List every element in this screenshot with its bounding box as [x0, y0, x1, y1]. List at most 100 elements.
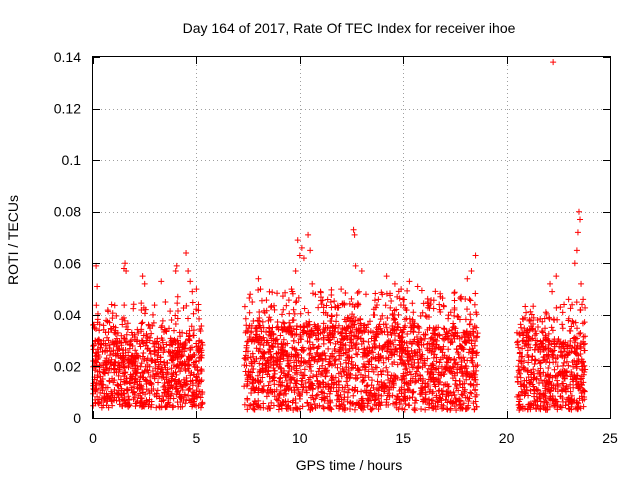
data-point — [559, 325, 566, 332]
data-point — [320, 334, 327, 341]
data-point — [444, 359, 451, 366]
data-point — [94, 316, 101, 323]
data-point — [419, 375, 426, 382]
data-point — [342, 290, 349, 297]
data-point — [267, 405, 274, 412]
data-point — [241, 303, 248, 310]
data-point — [393, 399, 400, 406]
data-point — [432, 366, 439, 373]
data-point — [581, 362, 588, 369]
data-point — [266, 378, 273, 385]
data-point — [122, 378, 129, 385]
data-point — [108, 388, 115, 395]
data-point — [519, 345, 526, 352]
data-point — [258, 297, 265, 304]
data-point — [418, 406, 425, 413]
data-point — [259, 366, 266, 373]
data-point — [440, 303, 447, 310]
data-point — [368, 356, 375, 363]
data-point — [441, 326, 448, 333]
data-point — [547, 280, 554, 287]
data-point — [249, 380, 256, 387]
data-point — [430, 297, 437, 304]
data-point — [549, 397, 556, 404]
data-point — [251, 358, 258, 365]
data-point — [355, 346, 362, 353]
data-point — [199, 341, 206, 348]
data-point — [390, 378, 397, 385]
data-point — [418, 336, 425, 343]
data-point — [294, 405, 301, 412]
data-point — [574, 325, 581, 332]
data-point — [521, 357, 528, 364]
data-point — [533, 405, 540, 412]
data-point — [312, 323, 319, 330]
data-point — [259, 388, 266, 395]
data-point — [354, 302, 361, 309]
data-point — [157, 368, 164, 375]
data-point — [545, 365, 552, 372]
y-tick-labels: 0 0.02 0.04 0.06 0.08 0.1 0.12 0.14 — [54, 49, 81, 426]
data-point — [466, 321, 473, 328]
data-point — [185, 315, 192, 322]
data-point — [254, 372, 261, 379]
data-point — [521, 386, 528, 393]
data-point — [371, 337, 378, 344]
data-point — [534, 337, 541, 344]
data-point — [199, 400, 206, 407]
data-point — [280, 326, 287, 333]
data-point — [409, 364, 416, 371]
data-point — [325, 345, 332, 352]
data-point — [517, 374, 524, 381]
data-point — [113, 335, 120, 342]
data-point — [453, 385, 460, 392]
data-point — [193, 286, 200, 293]
data-point — [328, 312, 335, 319]
data-point — [155, 361, 162, 368]
data-point — [263, 329, 270, 336]
data-point — [445, 346, 452, 353]
data-point — [460, 400, 467, 407]
data-point — [356, 367, 363, 374]
data-point — [519, 405, 526, 412]
data-point — [293, 362, 300, 369]
data-point — [293, 298, 300, 305]
data-point — [268, 399, 275, 406]
data-point — [300, 323, 307, 330]
data-point — [429, 360, 436, 367]
data-point — [562, 402, 569, 409]
data-point — [578, 356, 585, 363]
data-point — [554, 354, 561, 361]
data-point — [350, 392, 357, 399]
plot-border — [92, 56, 611, 419]
data-point — [332, 361, 339, 368]
data-point — [358, 268, 365, 275]
data-point — [432, 288, 439, 295]
x-tick-labels: 0 5 10 15 20 25 — [89, 430, 618, 446]
data-point — [392, 330, 399, 337]
data-point — [317, 330, 324, 337]
data-point — [466, 373, 473, 380]
data-point — [100, 395, 107, 402]
data-point — [382, 302, 389, 309]
data-point — [408, 347, 415, 354]
data-point — [377, 316, 384, 323]
data-point — [319, 370, 326, 377]
data-point — [315, 304, 322, 311]
data-point — [577, 330, 584, 337]
data-point — [579, 301, 586, 308]
data-point — [339, 301, 346, 308]
data-point — [279, 311, 286, 318]
data-point — [256, 360, 263, 367]
data-point — [360, 360, 367, 367]
data-point — [105, 337, 112, 344]
data-point — [185, 353, 192, 360]
data-point — [440, 325, 447, 332]
data-point — [422, 389, 429, 396]
data-point — [169, 402, 176, 409]
data-point — [573, 299, 580, 306]
data-point — [549, 354, 556, 361]
data-point — [547, 388, 554, 395]
data-point — [295, 294, 302, 301]
data-point — [177, 358, 184, 365]
